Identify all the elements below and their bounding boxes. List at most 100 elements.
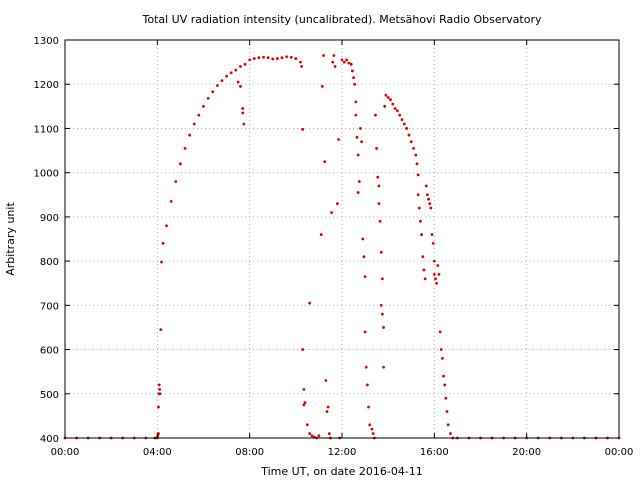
data-point: [242, 122, 246, 126]
data-point: [266, 56, 270, 60]
data-point: [361, 237, 365, 241]
data-point: [380, 312, 384, 316]
data-point: [424, 184, 428, 188]
x-tick-label: 08:00: [235, 447, 264, 458]
data-point: [347, 61, 351, 65]
data-point: [335, 202, 339, 206]
data-point: [434, 277, 437, 281]
data-point: [379, 303, 383, 307]
x-tick-label: 00:00: [51, 447, 80, 458]
data-point: [302, 403, 306, 407]
data-point: [359, 127, 362, 130]
data-point: [416, 193, 420, 197]
data-point: [377, 202, 381, 206]
data-point: [248, 58, 252, 62]
data-point: [301, 127, 305, 131]
data-point: [375, 146, 379, 150]
data-point: [430, 233, 434, 236]
data-point: [422, 268, 426, 272]
data-point: [432, 272, 436, 276]
data-point: [206, 96, 210, 100]
data-point: [378, 219, 382, 223]
data-point: [389, 98, 392, 102]
y-tick-label: 600: [40, 346, 59, 357]
data-point: [417, 206, 421, 210]
data-point: [415, 162, 419, 166]
data-point: [441, 357, 444, 360]
x-tick-label: 00:00: [605, 447, 634, 458]
data-point: [239, 85, 242, 88]
data-point: [179, 162, 182, 166]
data-point: [337, 138, 340, 141]
data-point: [426, 193, 429, 197]
data-point: [310, 434, 314, 438]
grid: [65, 40, 619, 438]
data-point: [202, 104, 205, 108]
data-point: [368, 423, 372, 427]
data-point: [257, 56, 261, 60]
axis-ticks: 400 500 600 700 800 900 1000 1100 1200 1300 00:00 0…: [34, 36, 634, 458]
data-point: [442, 374, 445, 378]
y-tick-label: 1200: [34, 80, 59, 91]
y-tick-label: 1000: [34, 169, 59, 180]
data-point: [396, 109, 399, 113]
data-point: [161, 242, 165, 245]
data-point: [400, 118, 404, 121]
data-point: [188, 133, 192, 137]
plot-frame: [64, 39, 620, 439]
data-point: [157, 405, 160, 409]
data-point: [333, 65, 337, 68]
data-point: [340, 58, 344, 62]
data-point: [407, 133, 411, 137]
data-point: [300, 65, 304, 68]
chart-title: Total UV radiation intensity (uncalibrat…: [142, 13, 542, 26]
data-point: [364, 365, 368, 369]
data-point: [435, 281, 439, 285]
data-point: [330, 211, 334, 214]
data-point: [220, 79, 224, 83]
data-point: [158, 392, 162, 396]
data-point: [271, 57, 275, 61]
data-point: [420, 233, 424, 236]
y-tick-label: 900: [40, 213, 59, 224]
data-point: [236, 80, 240, 84]
data-point: [436, 264, 440, 267]
y-tick-label: 800: [40, 257, 59, 268]
data-point: [355, 135, 359, 139]
data-point: [331, 60, 335, 64]
data-point: [320, 85, 324, 88]
data-point: [325, 410, 329, 413]
data-point: [234, 68, 238, 72]
data-point: [294, 57, 298, 60]
y-tick-label: 1100: [34, 124, 59, 135]
data-point: [305, 423, 309, 427]
x-tick-label: 16:00: [420, 447, 449, 458]
data-point: [241, 107, 245, 110]
data-point: [357, 180, 361, 183]
data-point: [437, 272, 441, 276]
data-point: [363, 275, 367, 278]
data-point: [432, 259, 436, 263]
data-point: [383, 104, 387, 108]
data-point: [285, 55, 288, 59]
data-point: [160, 260, 163, 264]
x-tick-label: 04:00: [143, 447, 172, 458]
data-point: [326, 405, 330, 409]
data-point: [157, 383, 161, 387]
y-axis-label: Arbitrary unit: [4, 202, 17, 276]
data-point: [169, 200, 173, 203]
data-point: [192, 122, 196, 126]
data-point: [444, 396, 448, 400]
data-point: [439, 348, 443, 351]
data-point: [360, 140, 364, 144]
data-point: [386, 96, 390, 99]
x-tick-label: 20:00: [512, 447, 541, 458]
data-point: [197, 113, 201, 117]
data-point: [332, 54, 336, 57]
data-point: [431, 242, 435, 245]
y-tick-label: 400: [40, 434, 59, 445]
data-point: [367, 405, 370, 409]
data-point: [438, 330, 442, 334]
data-point: [225, 74, 228, 78]
data-point: [412, 146, 415, 150]
